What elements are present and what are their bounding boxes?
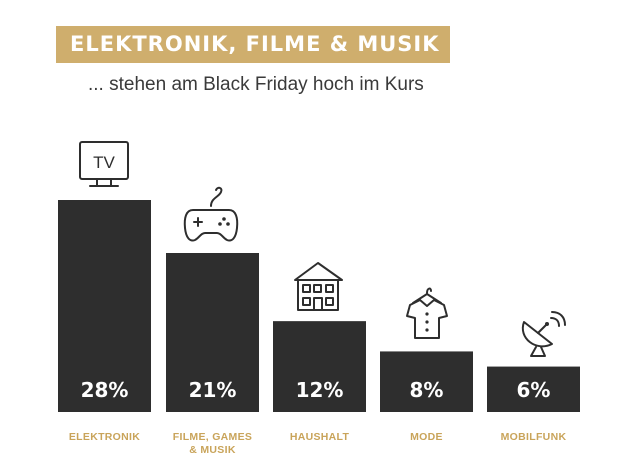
category-label: FILME, GAMES (173, 431, 252, 443)
bar-4 (380, 351, 473, 412)
category-label: & MUSIK (189, 444, 236, 456)
bar-value-label: 28% (81, 378, 129, 402)
bar-1 (58, 200, 151, 412)
satellite-dish-icon (521, 311, 566, 357)
category-label: MODE (410, 431, 443, 443)
bar-value-label: 21% (189, 378, 237, 402)
house-icon (294, 262, 343, 311)
shirt-on-hanger-icon (406, 287, 448, 339)
category-label: MOBILFUNK (501, 431, 567, 443)
bar-3 (273, 321, 366, 412)
bar-5 (487, 366, 580, 412)
bar-value-label: 6% (517, 378, 551, 402)
tv-icon-text: TV (93, 153, 115, 172)
chart-title: ELEKTRONIK, FILME & MUSIK ... (70, 32, 475, 56)
gamepad-icon (183, 186, 239, 242)
bar-value-label: 8% (410, 378, 444, 402)
title-banner (56, 26, 450, 63)
tv-icon: TV (79, 141, 129, 187)
category-label: ELEKTRONIK (69, 431, 140, 443)
bar-2 (166, 253, 259, 412)
bar-value-label: 12% (296, 378, 344, 402)
chart-subtitle: ... stehen am Black Friday hoch im Kurs (88, 74, 424, 95)
category-label: HAUSHALT (290, 431, 350, 443)
